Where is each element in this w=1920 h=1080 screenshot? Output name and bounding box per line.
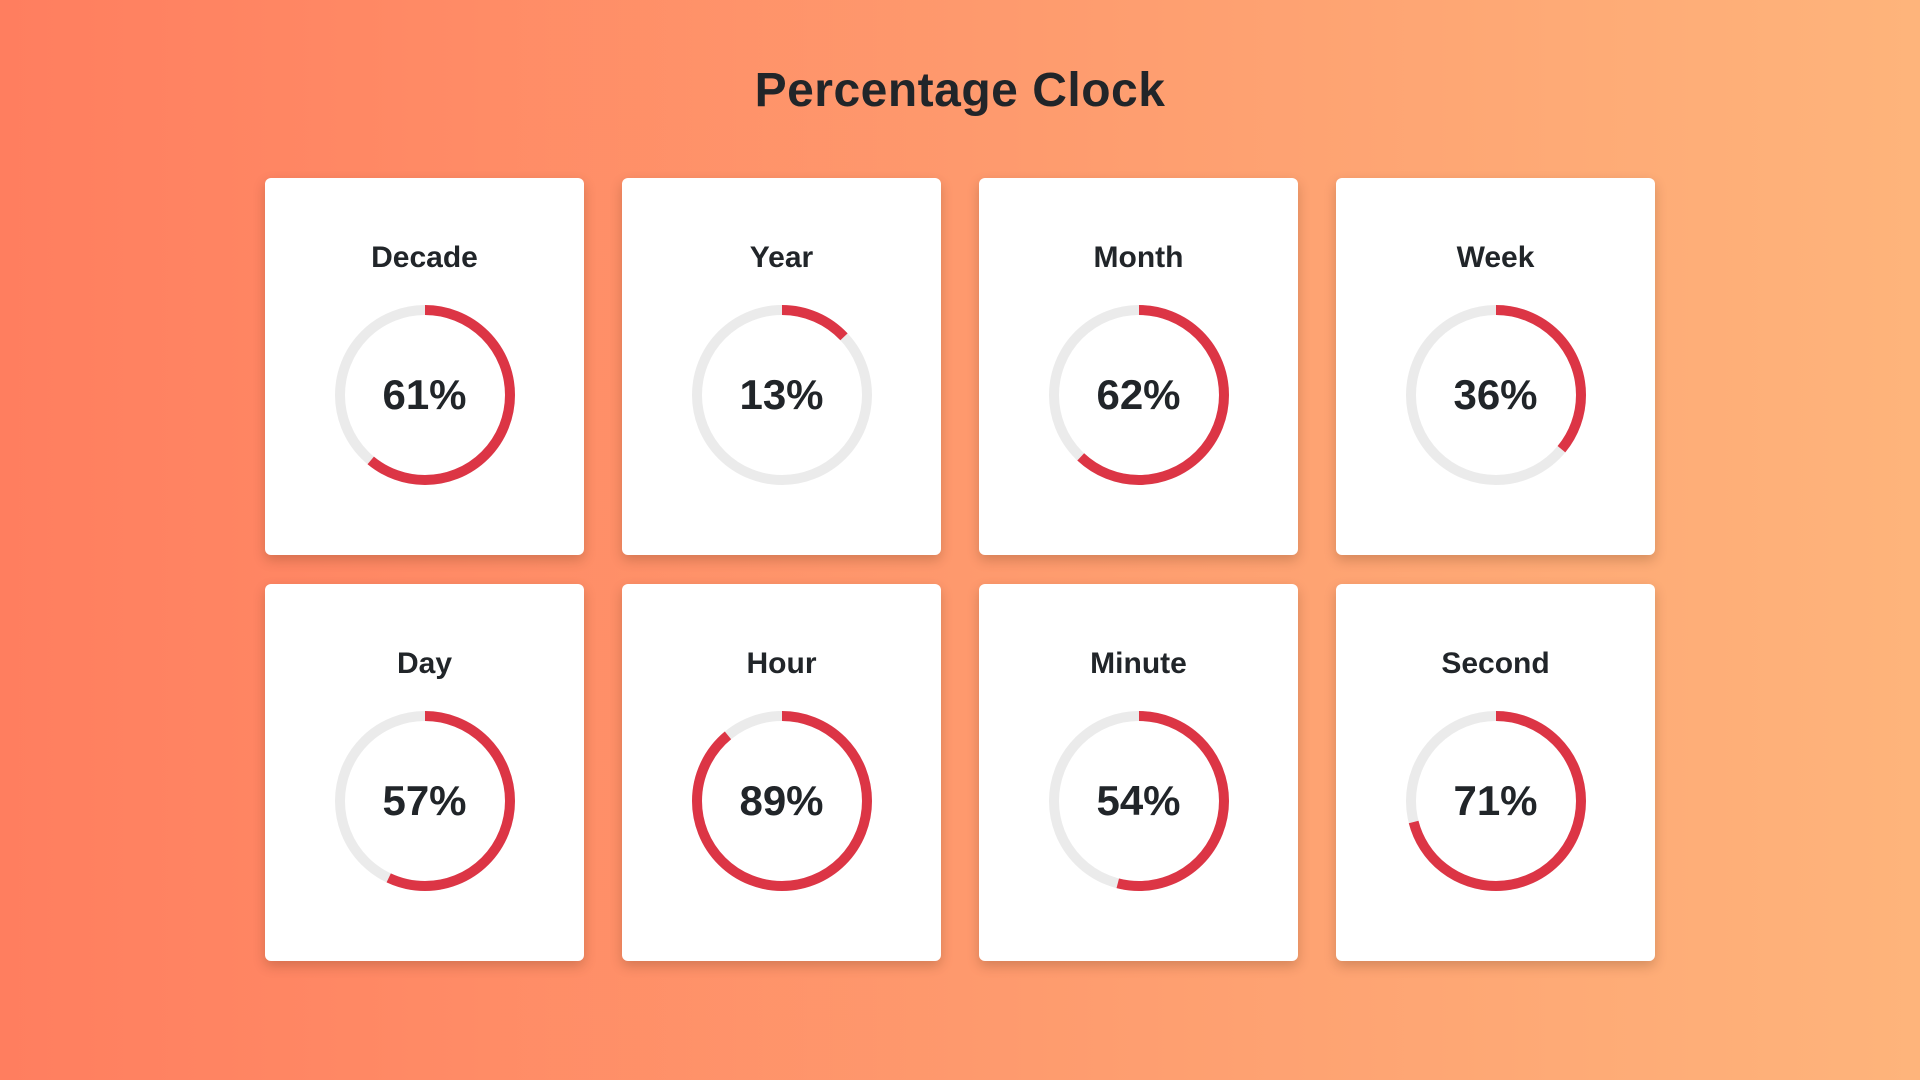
page-title: Percentage Clock (754, 64, 1166, 117)
time-unit-card: Second 71% (1336, 583, 1655, 961)
ring-progress-arc (1405, 710, 1586, 891)
card-title: Week (1456, 240, 1535, 274)
percentage-clock-app: Percentage Clock Decade 61% Year 13% Mon… (265, 64, 1655, 961)
card-title: Year (749, 240, 814, 274)
percent-value: 54% (1096, 776, 1181, 824)
progress-ring: 36% (1401, 300, 1591, 490)
progress-ring: 89% (687, 706, 877, 896)
time-unit-card: Week 36% (1336, 177, 1655, 555)
progress-ring: 71% (1401, 706, 1591, 896)
time-unit-card: Month 62% (979, 177, 1298, 555)
card-title: Minute (1090, 646, 1187, 680)
card-title: Day (396, 646, 453, 680)
progress-ring: 13% (687, 300, 877, 490)
progress-ring: 61% (330, 300, 520, 490)
ring-progress-arc (1405, 304, 1586, 485)
ring-progress-arc (1048, 710, 1229, 891)
card-title: Second (1441, 646, 1550, 680)
ring-progress-arc (334, 710, 515, 891)
time-unit-card: Day 57% (265, 583, 584, 961)
ring-progress-arc (334, 304, 515, 485)
percent-value: 36% (1453, 370, 1538, 418)
percent-value: 62% (1096, 370, 1181, 418)
percent-value: 89% (739, 776, 824, 824)
progress-ring: 62% (1044, 300, 1234, 490)
time-unit-card: Hour 89% (622, 583, 941, 961)
time-unit-card: Minute 54% (979, 583, 1298, 961)
ring-progress-arc (1048, 304, 1229, 485)
percent-value: 61% (382, 370, 467, 418)
progress-ring: 57% (330, 706, 520, 896)
percent-value: 13% (739, 370, 824, 418)
time-unit-card: Decade 61% (265, 177, 584, 555)
ring-progress-arc (691, 304, 872, 485)
cards-grid: Decade 61% Year 13% Month 62% (265, 177, 1655, 961)
card-title: Decade (371, 240, 478, 274)
ring-progress-arc (691, 710, 872, 891)
time-unit-card: Year 13% (622, 177, 941, 555)
card-title: Hour (746, 646, 817, 680)
progress-ring: 54% (1044, 706, 1234, 896)
card-title: Month (1093, 240, 1184, 274)
percent-value: 57% (382, 776, 467, 824)
percent-value: 71% (1453, 776, 1538, 824)
